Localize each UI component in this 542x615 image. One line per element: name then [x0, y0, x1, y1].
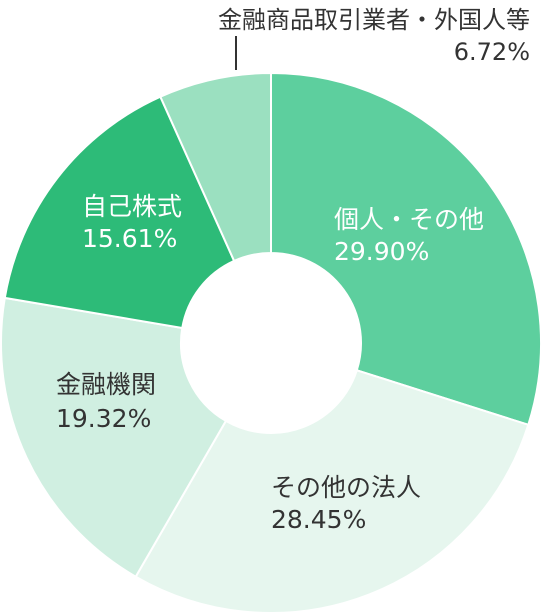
donut-slices — [0, 71, 542, 614]
slice-label-1: 個人・その他 — [334, 205, 484, 234]
slice-5 — [159, 71, 272, 263]
slice-label-2: その他の法人 — [271, 473, 421, 502]
slice-2 — [134, 369, 530, 614]
slice-label-4: 自己株式 — [82, 192, 182, 221]
slice-value-1: 29.90% — [334, 237, 429, 266]
slice-label-5: 金融商品取引業者・外国人等 — [218, 6, 530, 34]
slice-labels: 個人・その他 29.90% その他の法人 28.45% 金融機関 19.32% 自己株式 15… — [56, 6, 530, 534]
slice-value-4: 15.61% — [82, 224, 177, 253]
slice-3 — [0, 296, 228, 579]
slice-value-3: 19.32% — [56, 404, 151, 433]
slice-4 — [3, 95, 236, 330]
slice-1 — [270, 71, 542, 427]
slice-value-5: 6.72% — [454, 38, 530, 66]
slice-value-2: 28.45% — [271, 505, 366, 534]
slice-label-3: 金融機関 — [56, 370, 156, 399]
